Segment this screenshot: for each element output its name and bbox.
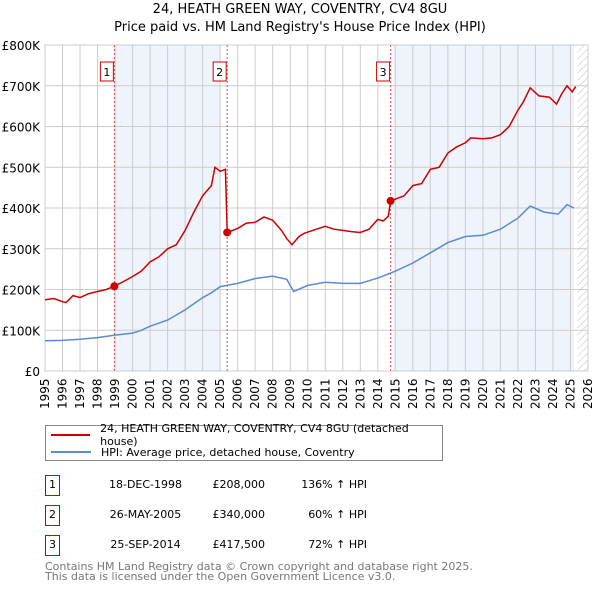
- x-tick-label: 2001: [143, 378, 157, 409]
- y-tick-label: £500K: [2, 161, 42, 175]
- x-tick-label: 2002: [161, 378, 175, 409]
- sale-row: 1 18-DEC-1998 £208,000 136% ↑ HPI: [45, 475, 445, 496]
- plot-area: 1995 1996 1997 1998 1999 2000 2001 2002 2003 2004…: [2, 39, 595, 409]
- x-tick-label: 2008: [266, 378, 280, 409]
- sale-marker-box: [99, 61, 114, 82]
- y-tick-label: £300K: [2, 243, 42, 257]
- legend-swatch-blue: [51, 451, 91, 453]
- x-tick-label: 2022: [511, 378, 525, 409]
- x-tick-label: 2006: [231, 378, 245, 409]
- hpi-line: [44, 203, 575, 342]
- y-tick-label: £200K: [2, 284, 42, 298]
- sale-date: 26-MAY-2005: [109, 508, 182, 521]
- x-tick-label: 1996: [56, 378, 70, 409]
- sale-row: 3 25-SEP-2014 £417,500 72% ↑ HPI: [45, 535, 445, 556]
- sale-price: £417,500: [212, 538, 266, 551]
- sale-date: 25-SEP-2014: [110, 538, 181, 551]
- x-tick-label: 2024: [546, 378, 560, 409]
- x-tick-label: 2026: [581, 378, 595, 409]
- plot-border: [44, 44, 589, 372]
- legend-item-hpi: HPI: Average price, detached house, Cove…: [46, 444, 355, 460]
- sale-row: 2 26-MAY-2005 £340,000 60% ↑ HPI: [45, 505, 445, 526]
- y-tick-label: £700K: [2, 80, 42, 94]
- x-tick-label: 2016: [406, 378, 420, 409]
- x-tick-label: 2000: [126, 378, 140, 409]
- x-tick-label: 2011: [318, 378, 332, 409]
- sale-number-box: 1: [45, 475, 60, 496]
- x-tick-label: 2017: [423, 378, 437, 409]
- x-tick-label: 2013: [353, 378, 367, 409]
- sale-hpi-change: 72% ↑ HPI: [308, 538, 367, 551]
- x-tick-label: 2020: [476, 378, 490, 409]
- sale-point: [223, 228, 232, 237]
- sale-price: £208,000: [212, 478, 266, 491]
- x-tick-label: 1995: [38, 378, 52, 409]
- sale-marker-label: 3: [380, 66, 387, 79]
- y-tick-label: £400K: [2, 202, 42, 216]
- x-tick-label: 2014: [371, 378, 385, 409]
- legend: 24, HEATH GREEN WAY, COVENTRY, CV4 8GU (…: [45, 422, 443, 461]
- x-tick-label: 2021: [493, 378, 507, 409]
- x-tick-label: 2025: [563, 378, 577, 409]
- x-tick-label: 1999: [108, 378, 122, 409]
- y-tick-label: £800K: [2, 39, 42, 53]
- x-tick-label: 2018: [441, 378, 455, 409]
- x-tick-label: 1997: [73, 378, 87, 409]
- x-tick-label: 2004: [196, 378, 210, 409]
- legend-item-property: 24, HEATH GREEN WAY, COVENTRY, CV4 8GU (…: [46, 422, 442, 448]
- x-tick-label: 2005: [213, 378, 227, 409]
- sale-date: 18-DEC-1998: [108, 478, 183, 491]
- sale-hpi-change: 136% ↑ HPI: [301, 478, 367, 491]
- sale-hpi-change: 60% ↑ HPI: [308, 508, 367, 521]
- sale-marker-label: 1: [103, 66, 110, 79]
- x-tick-label: 2007: [248, 378, 262, 409]
- footer-copyright: Contains HM Land Registry data © Crown c…: [45, 560, 473, 573]
- sale-number-box: 2: [45, 505, 60, 526]
- sale-number-box: 3: [45, 535, 60, 556]
- y-tick-label: £0: [25, 365, 40, 379]
- footer-licence: This data is licensed under the Open Gov…: [45, 570, 396, 583]
- sale-point: [386, 196, 395, 205]
- x-tick-label: 2012: [336, 378, 350, 409]
- sale-marker-box: [212, 61, 227, 82]
- sale-marker-label: 2: [216, 66, 223, 79]
- sale-price: £340,000: [212, 508, 266, 521]
- legend-swatch-red: [51, 434, 91, 436]
- x-tick-label: 1998: [91, 378, 105, 409]
- x-tick-label: 2019: [458, 378, 472, 409]
- legend-label: HPI: Average price, detached house, Cove…: [101, 445, 355, 459]
- chart-title: 24, HEATH GREEN WAY, COVENTRY, CV4 8GU: [152, 2, 448, 17]
- x-tick-label: 2003: [178, 378, 192, 409]
- x-tick-label: 2015: [388, 378, 402, 409]
- y-tick-label: £600K: [2, 121, 42, 135]
- chart-subtitle: Price paid vs. HM Land Registry's House …: [114, 20, 486, 35]
- x-tick-label: 2009: [283, 378, 297, 409]
- sale-point: [110, 282, 119, 291]
- y-tick-label: £100K: [2, 324, 42, 338]
- legend-label: 24, HEATH GREEN WAY, COVENTRY, CV4 8GU (…: [100, 422, 409, 448]
- sale-marker-box: [376, 61, 391, 82]
- x-tick-label: 2010: [301, 378, 315, 409]
- property-price-line: [44, 84, 577, 304]
- x-tick-label: 2023: [528, 378, 542, 409]
